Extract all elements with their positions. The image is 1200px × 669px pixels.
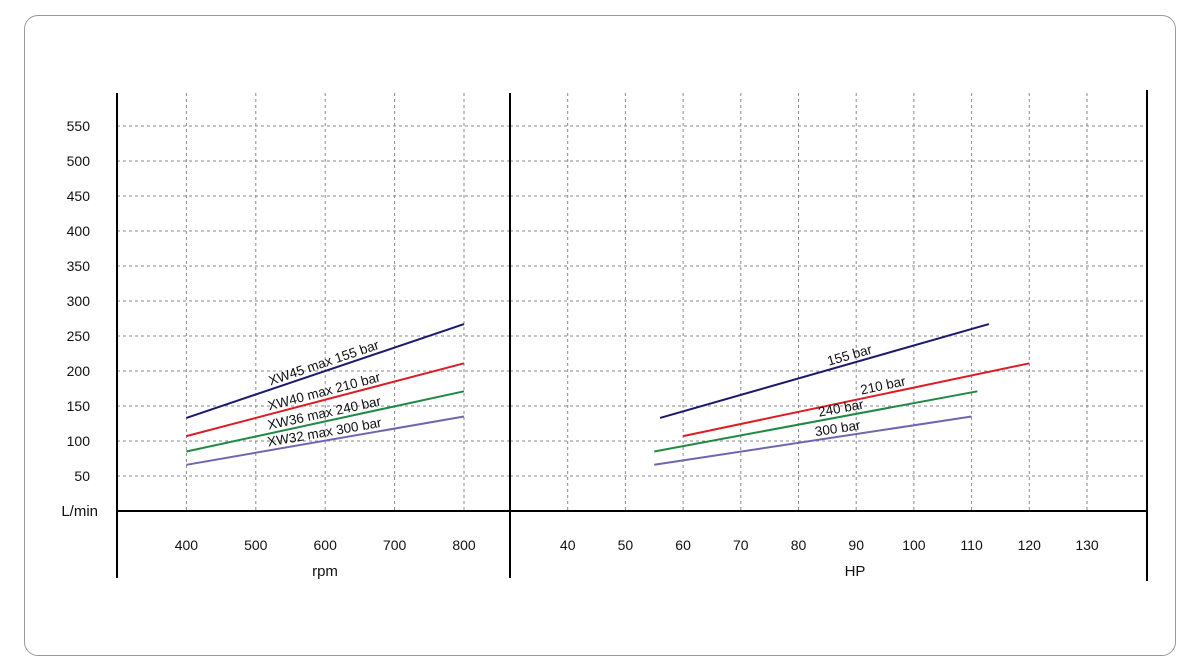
series-line (682, 362, 1030, 438)
y-tick-label: 400 (67, 223, 91, 239)
series-line (186, 323, 465, 419)
x-tick-label: 80 (791, 537, 807, 553)
series-layer (186, 323, 1030, 466)
series-label: 300 bar (814, 417, 862, 439)
x-tick-label: 800 (452, 537, 476, 553)
x-tick-label: 90 (848, 537, 864, 553)
axis-layer (116, 90, 1148, 581)
series-line (186, 362, 465, 438)
y-tick-label: 150 (67, 398, 91, 414)
x-tick-label: 120 (1018, 537, 1042, 553)
x-axis-title: HP (845, 563, 866, 580)
x-tick-label: 70 (733, 537, 749, 553)
y-tick-label: 50 (74, 468, 90, 484)
x-tick-label: 100 (902, 537, 926, 553)
series-line (654, 390, 978, 453)
y-tick-label: 500 (67, 153, 91, 169)
x-tick-label: 40 (560, 537, 576, 553)
series-line (186, 390, 465, 453)
y-tick-label: 350 (67, 258, 91, 274)
series-line (186, 415, 465, 466)
x-tick-label: 700 (383, 537, 407, 553)
y-tick-label: 250 (67, 328, 91, 344)
x-tick-label: 130 (1075, 537, 1099, 553)
x-axis-title: rpm (312, 563, 338, 580)
y-tick-label: 100 (67, 433, 91, 449)
x-tick-label: 600 (314, 537, 338, 553)
y-axis-title: L/min (61, 503, 98, 520)
x-tick-label: 500 (244, 537, 268, 553)
x-tick-label: 400 (175, 537, 199, 553)
x-tick-label: 110 (960, 537, 983, 553)
y-tick-label: 200 (67, 363, 91, 379)
x-tick-label: 60 (675, 537, 691, 553)
x-tick-label: 50 (618, 537, 634, 553)
y-tick-label: 450 (67, 188, 91, 204)
series-line (659, 323, 990, 419)
series-line (654, 415, 972, 466)
y-tick-label: 550 (67, 118, 91, 134)
y-tick-label: 300 (67, 293, 91, 309)
